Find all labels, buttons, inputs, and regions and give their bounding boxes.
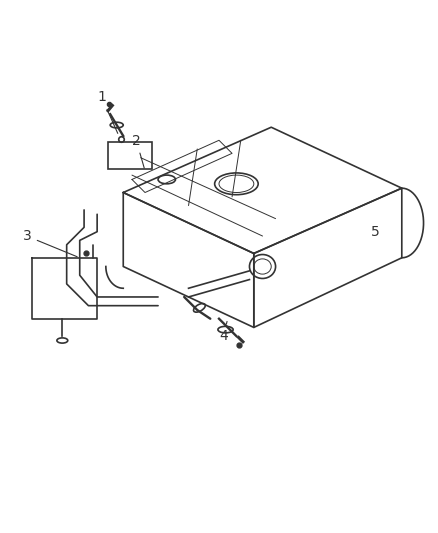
- Text: 1: 1: [97, 90, 118, 133]
- Text: 5: 5: [371, 225, 380, 239]
- Text: 2: 2: [132, 134, 144, 168]
- Text: 3: 3: [23, 229, 77, 257]
- Text: 4: 4: [219, 321, 228, 343]
